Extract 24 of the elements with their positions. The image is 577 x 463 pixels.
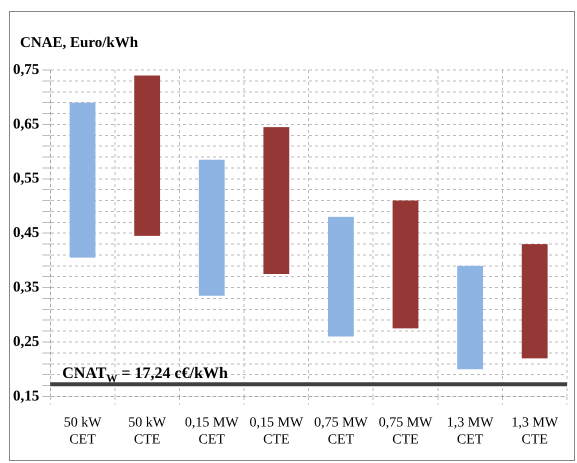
bar [328, 216, 354, 337]
x-tick-label: 0,15 MW CET [184, 415, 240, 448]
x-tick-label: 1,3 MW CET [446, 415, 494, 448]
bar [198, 160, 225, 296]
x-tick-label: 50 kW CTE [128, 415, 167, 448]
bar [522, 244, 548, 358]
bar [263, 127, 290, 274]
bar [70, 102, 96, 258]
x-tick-label: 0,15 MW CTE [249, 415, 304, 448]
y-tick-label: 0,15 [13, 388, 40, 404]
x-tick-label: 0,75 MW CTE [378, 415, 434, 448]
y-tick-label: 0,35 [13, 279, 40, 296]
y-tick-label: 0,25 [13, 334, 40, 350]
y-tick-label: 0,55 [13, 170, 40, 187]
x-tick-label: 50 kW CET [64, 415, 102, 448]
y-tick-label: 0,65 [13, 116, 40, 132]
x-tick-label: 1,3 MW CTE [511, 415, 559, 448]
y-tick-label: 0,75 [13, 62, 40, 78]
y-tick-label: 0,45 [13, 225, 40, 242]
bar [134, 75, 160, 236]
y-axis-title: CNAE, Euro/kWh [20, 35, 138, 52]
bar [392, 200, 418, 328]
bar [457, 266, 484, 370]
x-tick-label: 0,75 MW CET [314, 415, 369, 448]
